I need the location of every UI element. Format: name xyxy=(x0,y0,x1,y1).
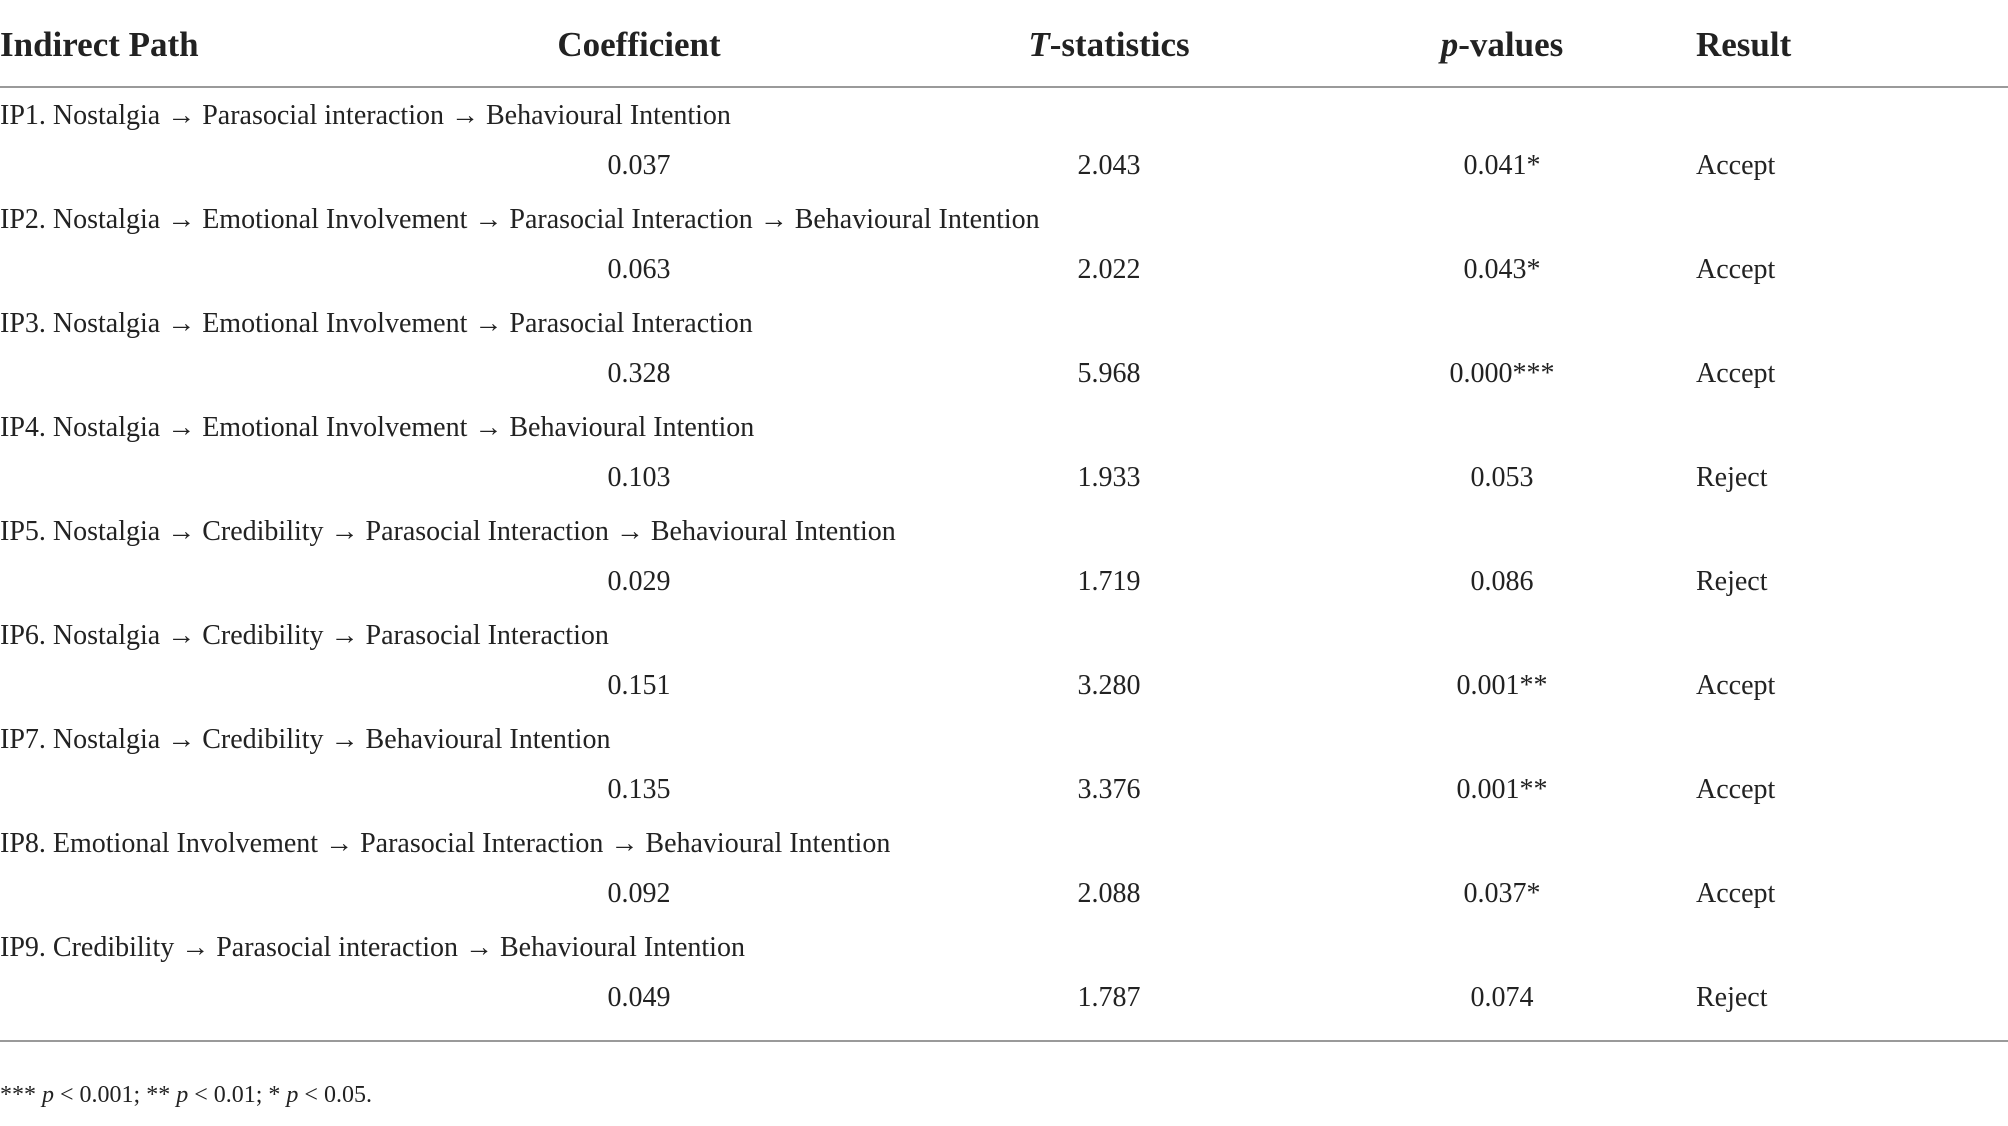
p-value-cell: 0.001** xyxy=(1456,670,1548,701)
footnote-part4: < 0.05. xyxy=(298,1082,372,1108)
t-statistic-cell: 2.022 xyxy=(1077,254,1141,285)
coefficient-cell: 0.135 xyxy=(607,774,671,805)
indirect-path-label: IP9. Credibility → Parasocial interactio… xyxy=(0,932,745,963)
p-value-cell: 0.041* xyxy=(1463,150,1541,181)
table-row-path: IP1. Nostalgia → Parasocial interaction … xyxy=(0,88,2008,140)
header-t-statistics: T-statistics xyxy=(1028,22,1189,68)
indirect-path-label: IP8. Emotional Involvement → Parasocial … xyxy=(0,828,891,859)
table-row-path: IP3. Nostalgia → Emotional Involvement →… xyxy=(0,296,2008,348)
table-row-path: IP2. Nostalgia → Emotional Involvement →… xyxy=(0,192,2008,244)
coefficient-cell: 0.151 xyxy=(607,670,671,701)
table-row-values: 0.037 2.043 0.041* Accept xyxy=(0,140,2008,192)
result-cell: Reject xyxy=(1696,462,1768,493)
header-t-italic: T xyxy=(1028,25,1050,64)
t-statistic-cell: 5.968 xyxy=(1077,358,1141,389)
coefficient-cell: 0.328 xyxy=(607,358,671,389)
footnote-part1: *** xyxy=(0,1082,42,1108)
table-row-values: 0.328 5.968 0.000*** Accept xyxy=(0,348,2008,400)
result-cell: Reject xyxy=(1696,982,1768,1013)
result-cell: Accept xyxy=(1696,150,1776,181)
p-value-cell: 0.086 xyxy=(1470,566,1534,597)
indirect-path-label: IP1. Nostalgia → Parasocial interaction … xyxy=(0,100,731,131)
header-coefficient: Coefficient xyxy=(557,25,721,64)
table-row-values: 0.151 3.280 0.001** Accept xyxy=(0,660,2008,712)
header-t-rest: -statistics xyxy=(1049,25,1190,64)
t-statistic-cell: 2.043 xyxy=(1077,150,1141,181)
coefficient-cell: 0.103 xyxy=(607,462,671,493)
table-row-values: 0.049 1.787 0.074 Reject xyxy=(0,972,2008,1024)
table-row-values: 0.092 2.088 0.037* Accept xyxy=(0,868,2008,920)
footnote-part3: < 0.01; * xyxy=(188,1082,287,1108)
table-row-path: IP5. Nostalgia → Credibility → Parasocia… xyxy=(0,504,2008,556)
header-p-values: p-values xyxy=(1441,22,1564,68)
indirect-path-label: IP4. Nostalgia → Emotional Involvement →… xyxy=(0,412,755,443)
table-bottom-rule xyxy=(0,1040,2008,1042)
footnote-p2: p xyxy=(176,1082,189,1108)
table-row-path: IP4. Nostalgia → Emotional Involvement →… xyxy=(0,400,2008,452)
table-row-values: 0.063 2.022 0.043* Accept xyxy=(0,244,2008,296)
table-row-values: 0.135 3.376 0.001** Accept xyxy=(0,764,2008,816)
result-cell: Accept xyxy=(1696,774,1776,805)
table-row-path: IP9. Credibility → Parasocial interactio… xyxy=(0,920,2008,972)
indirect-path-label: IP5. Nostalgia → Credibility → Parasocia… xyxy=(0,516,896,547)
table-body: IP1. Nostalgia → Parasocial interaction … xyxy=(0,88,2008,1024)
p-value-cell: 0.074 xyxy=(1470,982,1534,1013)
header-p-italic: p xyxy=(1440,25,1459,64)
result-cell: Reject xyxy=(1696,566,1768,597)
t-statistic-cell: 2.088 xyxy=(1077,878,1141,909)
indirect-path-label: IP6. Nostalgia → Credibility → Parasocia… xyxy=(0,620,609,651)
header-p-rest: -values xyxy=(1458,25,1564,64)
indirect-path-label: IP2. Nostalgia → Emotional Involvement →… xyxy=(0,204,1040,235)
results-table: Indirect Path Coefficient T-statistics p… xyxy=(0,0,2008,1024)
t-statistic-cell: 1.787 xyxy=(1077,982,1141,1013)
t-statistic-cell: 3.376 xyxy=(1077,774,1141,805)
header-result: Result xyxy=(1696,25,1792,64)
coefficient-cell: 0.049 xyxy=(607,982,671,1013)
coefficient-cell: 0.063 xyxy=(607,254,671,285)
result-cell: Accept xyxy=(1696,670,1776,701)
table-row-path: IP8. Emotional Involvement → Parasocial … xyxy=(0,816,2008,868)
table-footnote: *** p < 0.001; ** p < 0.01; * p < 0.05. xyxy=(0,1078,372,1112)
table-header-row: Indirect Path Coefficient T-statistics p… xyxy=(0,0,2008,88)
p-value-cell: 0.001** xyxy=(1456,774,1548,805)
table-row-values: 0.103 1.933 0.053 Reject xyxy=(0,452,2008,504)
result-cell: Accept xyxy=(1696,254,1776,285)
table-row-values: 0.029 1.719 0.086 Reject xyxy=(0,556,2008,608)
p-value-cell: 0.043* xyxy=(1463,254,1541,285)
p-value-cell: 0.000*** xyxy=(1449,358,1555,389)
coefficient-cell: 0.037 xyxy=(607,150,671,181)
p-value-cell: 0.053 xyxy=(1470,462,1534,493)
coefficient-cell: 0.029 xyxy=(607,566,671,597)
coefficient-cell: 0.092 xyxy=(607,878,671,909)
indirect-path-label: IP7. Nostalgia → Credibility → Behaviour… xyxy=(0,724,611,755)
t-statistic-cell: 1.719 xyxy=(1077,566,1141,597)
indirect-path-label: IP3. Nostalgia → Emotional Involvement →… xyxy=(0,308,753,339)
t-statistic-cell: 3.280 xyxy=(1077,670,1141,701)
footnote-p3: p xyxy=(286,1082,299,1108)
p-value-cell: 0.037* xyxy=(1463,878,1541,909)
t-statistic-cell: 1.933 xyxy=(1077,462,1141,493)
footnote-part2: < 0.001; ** xyxy=(54,1082,177,1108)
result-cell: Accept xyxy=(1696,358,1776,389)
result-cell: Accept xyxy=(1696,878,1776,909)
footnote-p1: p xyxy=(42,1082,54,1108)
table-row-path: IP7. Nostalgia → Credibility → Behaviour… xyxy=(0,712,2008,764)
header-indirect-path: Indirect Path xyxy=(0,25,199,64)
table-row-path: IP6. Nostalgia → Credibility → Parasocia… xyxy=(0,608,2008,660)
